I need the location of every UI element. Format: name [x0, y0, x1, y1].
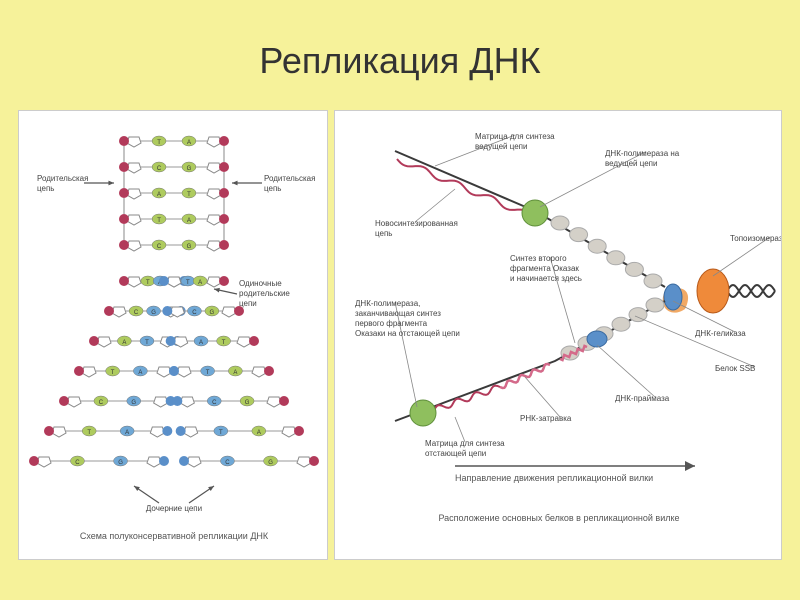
svg-text:родительские: родительские	[239, 289, 290, 298]
svg-text:A: A	[138, 370, 142, 376]
svg-text:T: T	[111, 370, 115, 376]
svg-text:ДНК-праймаза: ДНК-праймаза	[615, 394, 670, 403]
svg-text:ДНК-полимераза на: ДНК-полимераза на	[605, 149, 680, 158]
svg-text:C: C	[134, 310, 139, 316]
svg-text:отстающей цепи: отстающей цепи	[425, 449, 486, 458]
svg-text:цепи: цепи	[239, 299, 257, 308]
slide: Репликация ДНК T A C G A T T A C G T A C G A T T A C G T A C G T…	[0, 0, 800, 600]
svg-text:C: C	[75, 460, 80, 466]
svg-text:G: G	[187, 166, 192, 172]
svg-text:A: A	[257, 430, 261, 436]
svg-text:G: G	[118, 460, 123, 466]
svg-text:Топоизомераза: Топоизомераза	[730, 234, 782, 243]
svg-text:G: G	[210, 310, 215, 316]
svg-text:G: G	[268, 460, 273, 466]
svg-text:Оказаки на отстающей цепи: Оказаки на отстающей цепи	[355, 329, 460, 338]
svg-text:Белок SSB: Белок SSB	[715, 364, 755, 373]
svg-text:РНК-затравка: РНК-затравка	[520, 414, 572, 423]
svg-text:Матрица для синтеза: Матрица для синтеза	[475, 132, 555, 141]
svg-text:T: T	[146, 280, 150, 286]
svg-text:A: A	[233, 370, 237, 376]
svg-text:T: T	[157, 218, 161, 224]
svg-text:ДНК-полимераза,: ДНК-полимераза,	[355, 299, 420, 308]
svg-text:ведущей цепи: ведущей цепи	[475, 142, 527, 151]
semiconservative-diagram: TACGATTACGTACGATTACGTACGTACGATTACGTACGРо…	[19, 111, 328, 551]
svg-text:C: C	[192, 310, 197, 316]
svg-text:Новосинтезированная: Новосинтезированная	[375, 219, 458, 228]
svg-text:T: T	[186, 280, 190, 286]
svg-text:T: T	[145, 340, 149, 346]
svg-text:Матрица для синтеза: Матрица для синтеза	[425, 439, 505, 448]
svg-text:Расположение основных белков в: Расположение основных белков в репликаци…	[438, 513, 679, 523]
svg-text:A: A	[187, 140, 191, 146]
svg-text:T: T	[87, 430, 91, 436]
svg-text:C: C	[225, 460, 230, 466]
svg-text:T: T	[157, 140, 161, 146]
svg-text:C: C	[157, 166, 162, 172]
diagram-panels: TACGATTACGTACGATTACGTACGTACGATTACGTACGРо…	[18, 110, 782, 560]
svg-text:Дочерние цепи: Дочерние цепи	[146, 504, 202, 513]
svg-text:цепь: цепь	[375, 229, 392, 238]
svg-text:цепь: цепь	[264, 184, 281, 193]
svg-text:цепь: цепь	[37, 184, 54, 193]
svg-text:A: A	[199, 340, 203, 346]
svg-text:Родительская: Родительская	[37, 174, 88, 183]
svg-text:Направление движения репликаци: Направление движения репликационной вилк…	[455, 473, 653, 483]
svg-text:первого фрагмента: первого фрагмента	[355, 319, 428, 328]
svg-text:A: A	[198, 280, 202, 286]
svg-text:T: T	[206, 370, 210, 376]
svg-text:Родительская: Родительская	[264, 174, 315, 183]
svg-text:G: G	[245, 400, 250, 406]
svg-text:A: A	[157, 192, 161, 198]
svg-text:A: A	[125, 430, 129, 436]
svg-text:Синтез второго: Синтез второго	[510, 254, 567, 263]
svg-text:G: G	[151, 310, 156, 316]
svg-text:C: C	[212, 400, 217, 406]
replication-fork-diagram: Направление движения репликационной вилк…	[335, 111, 782, 551]
svg-text:A: A	[187, 218, 191, 224]
svg-text:заканчивающая синтез: заканчивающая синтез	[355, 309, 441, 318]
svg-text:T: T	[219, 430, 223, 436]
panel-replication-fork: Направление движения репликационной вилк…	[334, 110, 782, 560]
svg-text:Схема полуконсервативной репли: Схема полуконсервативной репликации ДНК	[80, 531, 269, 541]
svg-text:C: C	[99, 400, 104, 406]
svg-text:A: A	[122, 340, 126, 346]
svg-text:T: T	[187, 192, 191, 198]
svg-text:ведущей цепи: ведущей цепи	[605, 159, 657, 168]
svg-text:ДНК-геликаза: ДНК-геликаза	[695, 329, 746, 338]
svg-text:фрагмента Оказак: фрагмента Оказак	[510, 264, 579, 273]
svg-text:Одиночные: Одиночные	[239, 279, 282, 288]
svg-text:C: C	[157, 244, 162, 250]
svg-text:G: G	[187, 244, 192, 250]
slide-title: Репликация ДНК	[0, 40, 800, 82]
panel-semiconservative: TACGATTACGTACGATTACGTACGTACGATTACGTACGРо…	[18, 110, 328, 560]
svg-text:T: T	[222, 340, 226, 346]
svg-text:и начинается здесь: и начинается здесь	[510, 274, 582, 283]
svg-text:G: G	[131, 400, 136, 406]
